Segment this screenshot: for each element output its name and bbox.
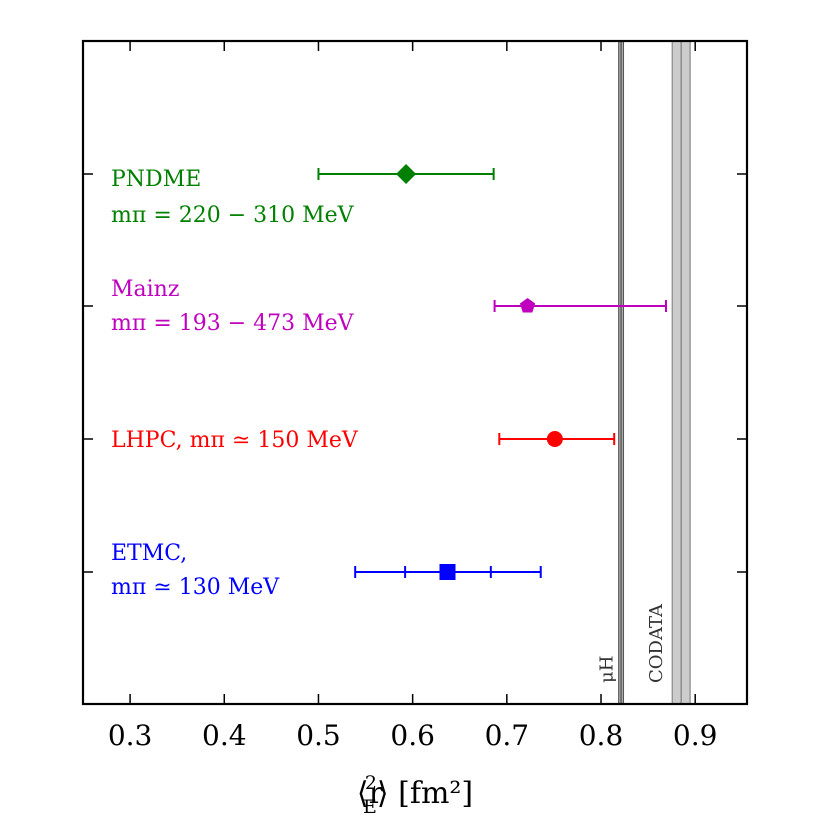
x-axis-title: ⟨r2 E⟩ [fm²]	[357, 772, 473, 818]
reference-bands: μH CODATA	[597, 41, 691, 704]
etmc-point	[354, 564, 542, 580]
etmc-label-line-1: ETMC,	[111, 541, 187, 566]
lhpc-label-line-1: LHPC, mπ ≃ 150 MeV	[111, 428, 359, 453]
x-axis-title-close: ⟩ [fm²]	[377, 776, 473, 811]
x-tick-label: 0.8	[579, 719, 624, 752]
pndme-label-line-2: mπ = 220 − 310 MeV	[111, 203, 355, 228]
x-tick-label: 0.3	[108, 719, 153, 752]
x-axis-title-sub: E	[363, 796, 377, 818]
x-tick-labels: 0.3 0.4 0.5 0.6 0.7 0.8 0.9	[108, 719, 718, 752]
mainz-point	[493, 298, 668, 313]
x-tick-label: 0.5	[296, 719, 341, 752]
x-tick-label: 0.6	[390, 719, 435, 752]
muh-band-label: μH	[597, 656, 618, 683]
x-tick-label: 0.7	[485, 719, 530, 752]
etmc-marker-square	[439, 564, 456, 580]
plot-frame	[81, 39, 749, 706]
codata-band-label: CODATA	[646, 603, 667, 683]
x-axis-title-open: ⟨r	[357, 776, 384, 811]
x-axis-title-sup: 2	[365, 772, 377, 794]
etmc-label-line-2: mπ ≃ 130 MeV	[111, 575, 280, 600]
data-series: PNDME mπ = 220 − 310 MeV Mainz mπ = 193 − 4…	[111, 164, 668, 600]
lhpc-marker-circle	[546, 431, 563, 447]
lhpc-point	[498, 431, 616, 447]
x-tick-label: 0.4	[202, 719, 247, 752]
axis-ticks	[83, 41, 747, 704]
pndme-label-line-1: PNDME	[111, 167, 201, 192]
mainz-marker-pentagon	[519, 298, 536, 313]
x-tick-label: 0.9	[673, 719, 718, 752]
mainz-label-line-2: mπ = 193 − 473 MeV	[111, 311, 355, 336]
pndme-point	[317, 164, 495, 184]
pndme-marker-diamond	[396, 164, 417, 184]
mainz-label-line-1: Mainz	[111, 277, 179, 302]
